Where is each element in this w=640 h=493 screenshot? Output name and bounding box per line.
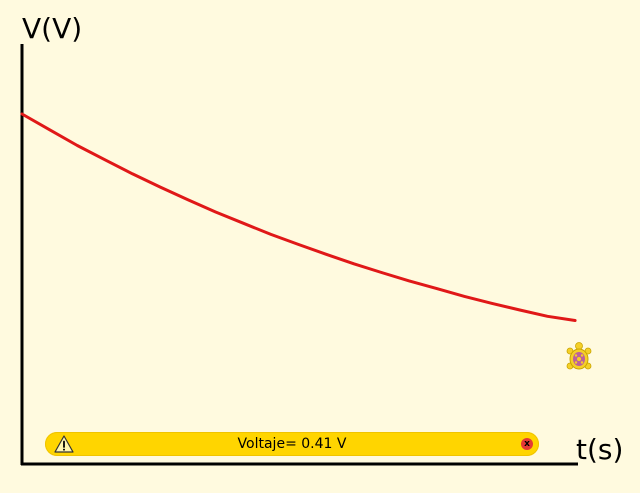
curve-point xyxy=(408,279,411,283)
voltage-readout: Voltaje= 0.41 V xyxy=(237,436,347,452)
curve-point xyxy=(186,198,190,201)
curve-point xyxy=(103,158,107,161)
curve-point xyxy=(48,128,51,131)
curve-point xyxy=(297,243,300,246)
curve-point xyxy=(573,319,577,322)
curve-point xyxy=(546,315,549,318)
curve-point xyxy=(242,222,245,225)
curve-point xyxy=(325,253,328,256)
curve-point xyxy=(435,287,438,290)
curve-point xyxy=(20,112,24,116)
curve-point xyxy=(463,295,466,298)
curve-point xyxy=(352,262,356,265)
status-bar: Voltaje= 0.41 V x xyxy=(45,432,539,456)
turtle-icon[interactable] xyxy=(566,342,592,372)
curve-point xyxy=(131,172,134,176)
x-axis-label: t(s) xyxy=(576,433,624,466)
curve-point xyxy=(490,302,494,305)
warning-icon xyxy=(54,435,74,453)
curve-point xyxy=(214,210,217,214)
y-axis-label: V(V) xyxy=(22,12,83,45)
curve-point xyxy=(76,144,79,147)
curve-points xyxy=(20,112,577,322)
curve-point xyxy=(269,233,273,236)
curve-point xyxy=(159,185,162,189)
curve-point xyxy=(380,271,383,274)
curve-point xyxy=(518,308,521,312)
close-icon[interactable]: x xyxy=(521,438,533,450)
voltage-curve xyxy=(20,112,577,322)
